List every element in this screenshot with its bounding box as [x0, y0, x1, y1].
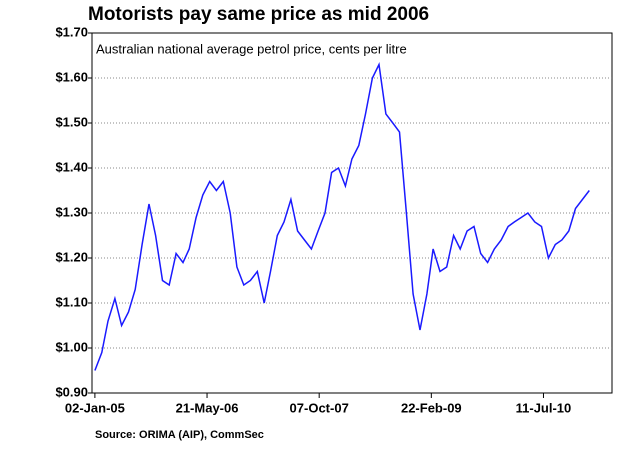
- x-tick-label: 02-Jan-05: [65, 400, 125, 415]
- x-tick-label: 11-Jul-10: [516, 400, 572, 415]
- y-tick-label: $1.60: [55, 69, 88, 84]
- y-tick-label: $1.70: [55, 24, 88, 39]
- x-tick-label: 07-Oct-07: [290, 400, 349, 415]
- source: Source: ORIMA (AIP), CommSec: [95, 429, 264, 441]
- x-tick-label: 22-Feb-09: [401, 400, 462, 415]
- y-tick-label: $1.50: [55, 114, 88, 129]
- y-tick-label: $1.20: [55, 249, 88, 264]
- y-tick-label: $1.40: [55, 159, 88, 174]
- y-tick-label: $1.10: [55, 294, 88, 309]
- line-series: [94, 61, 590, 371]
- y-tick-label: $0.90: [55, 384, 88, 399]
- chart-title: Motorists pay same price as mid 2006: [88, 4, 429, 25]
- x-tick-label: 21-May-06: [176, 400, 239, 415]
- y-tick-label: $1.00: [55, 339, 88, 354]
- y-tick-label: $1.30: [55, 204, 88, 219]
- subtitle: Australian national average petrol price…: [96, 41, 407, 56]
